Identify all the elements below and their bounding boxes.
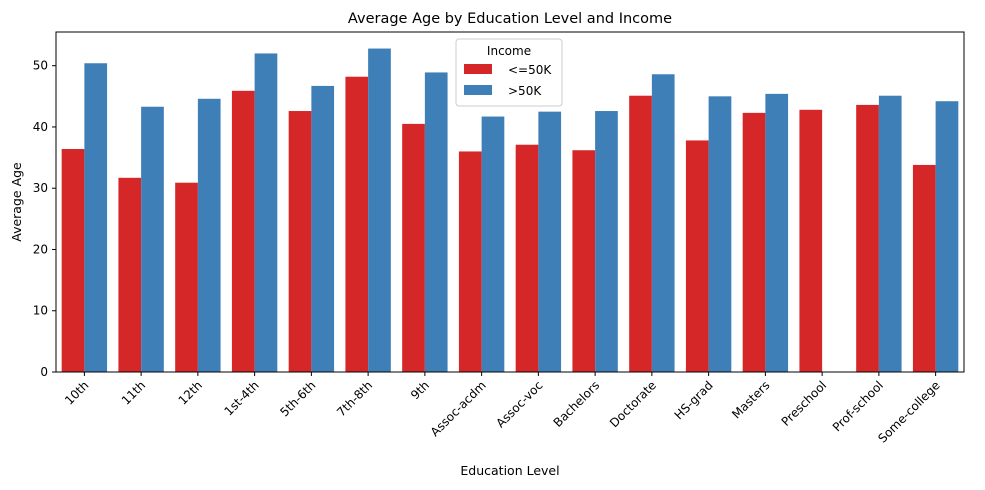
bar-masters-gt50k <box>765 93 789 372</box>
x-tick-label-5th-6th: 5th-6th <box>277 378 318 419</box>
bar-bachelors-le50k <box>572 150 596 372</box>
y-tick-label: 20 <box>33 242 48 256</box>
bar-bachelors-gt50k <box>595 111 618 372</box>
x-tick-label-hs-grad: HS-grad <box>672 378 716 422</box>
y-axis-label: Average Age <box>9 162 24 242</box>
bar-12th-le50k <box>175 182 198 372</box>
legend-title: Income <box>487 44 531 58</box>
x-tick-label-masters: Masters <box>729 378 772 421</box>
bar-7th-8th-gt50k <box>368 48 391 373</box>
bar-11th-le50k <box>118 177 142 372</box>
bar-hs-grad-gt50k <box>708 96 732 372</box>
bar-9th-gt50k <box>424 72 448 372</box>
x-axis-label: Education Level <box>460 463 559 478</box>
plot-area: 0 10 20 30 40 50 10th 11th 12th 1st-4th 5th-6th 7th… <box>33 48 959 446</box>
chart-title: Average Age by Education Level and Incom… <box>348 11 672 27</box>
x-tick-label-7th-8th: 7th-8th <box>334 378 375 419</box>
y-tick-label: 10 <box>33 304 48 318</box>
bar-assoc-acdm-gt50k <box>481 116 505 372</box>
bar-masters-le50k <box>742 112 766 372</box>
x-tick-label-10th: 10th <box>62 378 91 407</box>
bar-prof-school-le50k <box>856 104 879 372</box>
legend-swatch-le50k <box>464 64 492 74</box>
bar-prof-school-gt50k <box>878 95 902 373</box>
bar-hs-grad-le50k <box>685 140 709 372</box>
legend-label-le50k: <=50K <box>508 63 552 77</box>
bar-5th-6th-le50k <box>288 111 312 372</box>
bar-9th-le50k <box>402 123 425 372</box>
bar-5th-6th-gt50k <box>311 85 335 372</box>
bar-10th-gt50k <box>84 63 108 372</box>
bar-1st-4th-le50k <box>231 90 255 372</box>
bar-assoc-voc-gt50k <box>538 111 562 372</box>
x-tick-label-bachelors: Bachelors <box>551 378 603 430</box>
x-tick-label-assoc-acdm: Assoc-acdm <box>428 378 489 439</box>
y-tick-label: 30 <box>33 181 48 195</box>
y-tick-label: 40 <box>33 120 48 134</box>
bar-7th-8th-le50k <box>345 76 369 373</box>
bar-11th-gt50k <box>141 106 164 372</box>
bar-preschool-le50k <box>799 109 823 372</box>
bar-some-college-le50k <box>912 164 936 372</box>
bar-10th-le50k <box>61 149 85 372</box>
legend: Income <=50K >50K <box>455 38 563 107</box>
x-tick-label-9th: 9th <box>408 378 432 402</box>
x-tick-label-doctorate: Doctorate <box>607 378 659 430</box>
x-tick-label-prof-school: Prof-school <box>830 378 886 434</box>
bar-1st-4th-gt50k <box>254 53 278 373</box>
x-tick-label-preschool: Preschool <box>779 378 830 429</box>
bar-doctorate-le50k <box>629 95 652 373</box>
legend-swatch-gt50k <box>464 85 492 95</box>
plot-frame <box>55 31 965 373</box>
y-tick-label: 0 <box>40 365 48 379</box>
y-tick-label: 50 <box>33 59 48 73</box>
bar-assoc-acdm-le50k <box>458 151 482 372</box>
x-tick-label-1st-4th: 1st-4th <box>222 378 262 418</box>
x-tick-label-12th: 12th <box>176 378 205 407</box>
bar-assoc-voc-le50k <box>515 144 539 372</box>
bar-12th-gt50k <box>197 98 221 372</box>
x-tick-label-assoc-voc: Assoc-voc <box>493 378 545 430</box>
x-tick-label-11th: 11th <box>119 378 148 407</box>
bar-some-college-gt50k <box>935 101 959 373</box>
bar-doctorate-gt50k <box>651 74 675 373</box>
legend-label-gt50k: >50K <box>508 84 542 98</box>
